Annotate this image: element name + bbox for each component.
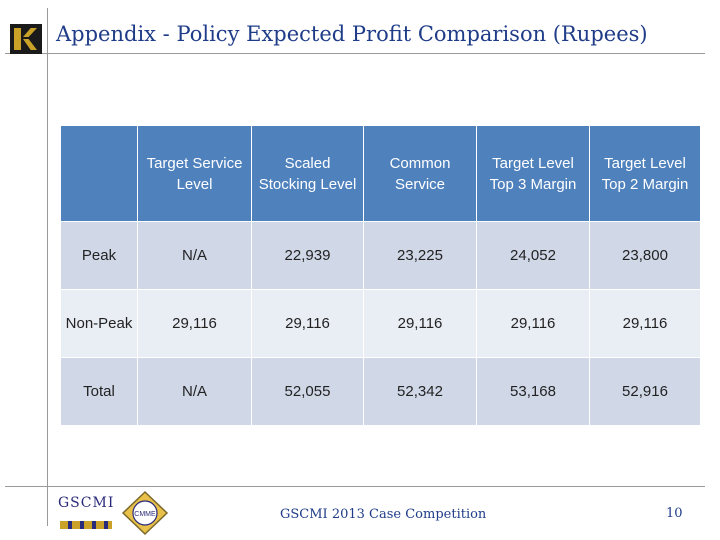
slide-title: Appendix - Policy Expected Profit Compar…: [56, 22, 648, 46]
row-label: Total: [60, 357, 138, 426]
header-scaled-stocking-level: Scaled Stocking Level: [251, 125, 364, 222]
table-cell: 29,116: [589, 289, 701, 358]
table-cell: 29,116: [363, 289, 477, 358]
table-cell: 53,168: [476, 357, 590, 426]
header-target-service-level: Target Service Level: [137, 125, 252, 222]
frame-vertical-line: [47, 8, 48, 526]
title-divider: [5, 53, 705, 54]
table-cell: 29,116: [476, 289, 590, 358]
table-header-row: Target Service Level Scaled Stocking Lev…: [60, 125, 701, 222]
header-common-service: Common Service: [363, 125, 477, 222]
header-target-level-top3: Target Level Top 3 Margin: [476, 125, 590, 222]
footer-caption: GSCMI 2013 Case Competition: [280, 507, 487, 522]
table-row: Total N/A 52,055 52,342 53,168 52,916: [60, 357, 701, 426]
table-cell: 24,052: [476, 221, 590, 290]
page-number: 10: [666, 506, 683, 521]
table-cell: 29,116: [251, 289, 364, 358]
header-target-level-top2: Target Level Top 2 Margin: [589, 125, 701, 222]
table-cell: 29,116: [137, 289, 252, 358]
table-row: Peak N/A 22,939 23,225 24,052 23,800: [60, 221, 701, 290]
k-logo-icon: [10, 24, 42, 54]
table-cell: 23,225: [363, 221, 477, 290]
row-label: Peak: [60, 221, 138, 290]
table-cell: 52,342: [363, 357, 477, 426]
table-cell: 23,800: [589, 221, 701, 290]
profit-comparison-table: Target Service Level Scaled Stocking Lev…: [60, 125, 701, 426]
cmme-logo-icon: CMME: [121, 490, 169, 536]
gscmi-logo-icon: GSCMI: [58, 495, 114, 531]
table-cell: 52,916: [589, 357, 701, 426]
footer-divider: [5, 486, 705, 487]
table-cell: N/A: [137, 221, 252, 290]
row-label: Non-Peak: [60, 289, 138, 358]
table-cell: 22,939: [251, 221, 364, 290]
table-cell: N/A: [137, 357, 252, 426]
table-cell: 52,055: [251, 357, 364, 426]
table-row: Non-Peak 29,116 29,116 29,116 29,116 29,…: [60, 289, 701, 358]
header-corner: [60, 125, 138, 222]
svg-text:CMME: CMME: [134, 511, 156, 518]
